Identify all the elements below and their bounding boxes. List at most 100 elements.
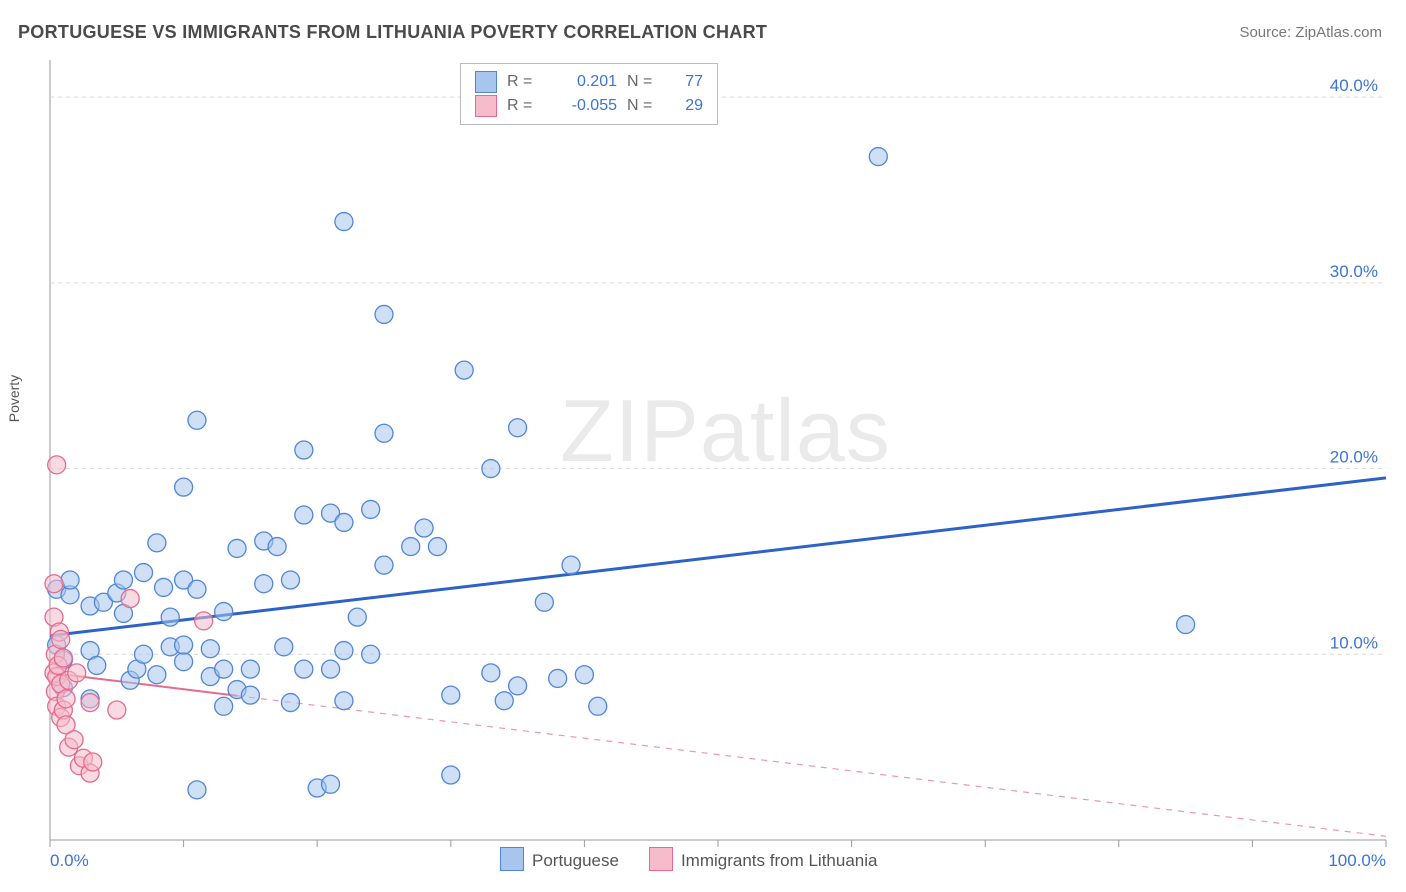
svg-text:100.0%: 100.0% xyxy=(1328,851,1386,870)
data-point xyxy=(135,645,153,663)
data-point xyxy=(241,660,259,678)
legend-swatch xyxy=(475,95,497,117)
data-point xyxy=(121,590,139,608)
data-point xyxy=(509,677,527,695)
data-point xyxy=(549,669,567,687)
plot-area: 10.0% 20.0% 30.0% 40.0% 0.0% 100.0% xyxy=(0,0,1406,892)
data-point xyxy=(348,608,366,626)
data-point xyxy=(65,731,83,749)
legend-item: Immigrants from Lithuania xyxy=(649,847,878,871)
data-point xyxy=(375,305,393,323)
data-point xyxy=(215,603,233,621)
legend-item: Portuguese xyxy=(500,847,619,871)
data-point xyxy=(402,538,420,556)
data-point xyxy=(275,638,293,656)
data-point xyxy=(215,697,233,715)
data-point xyxy=(335,692,353,710)
data-point xyxy=(201,640,219,658)
data-point xyxy=(295,506,313,524)
data-point xyxy=(869,148,887,166)
data-point xyxy=(255,575,273,593)
legend-row: R = 0.201 N = 77 xyxy=(475,70,703,94)
svg-text:10.0%: 10.0% xyxy=(1330,633,1378,652)
data-point xyxy=(155,578,173,596)
data-point xyxy=(442,686,460,704)
data-point xyxy=(188,411,206,429)
data-point xyxy=(175,478,193,496)
legend-swatch xyxy=(475,71,497,93)
data-point xyxy=(188,781,206,799)
data-point xyxy=(362,645,380,663)
data-point xyxy=(175,653,193,671)
data-point xyxy=(48,456,66,474)
data-point xyxy=(442,766,460,784)
data-point xyxy=(81,694,99,712)
data-point xyxy=(509,419,527,437)
data-point xyxy=(45,575,63,593)
data-point xyxy=(175,636,193,654)
data-point xyxy=(1177,616,1195,634)
data-point xyxy=(228,539,246,557)
data-point xyxy=(281,694,299,712)
data-point xyxy=(84,753,102,771)
data-point xyxy=(535,593,553,611)
data-point xyxy=(482,664,500,682)
data-point xyxy=(52,630,70,648)
chart-container: PORTUGUESE VS IMMIGRANTS FROM LITHUANIA … xyxy=(0,0,1406,892)
data-point xyxy=(161,608,179,626)
data-point xyxy=(88,656,106,674)
data-point xyxy=(375,556,393,574)
data-point xyxy=(215,660,233,678)
data-point xyxy=(375,424,393,442)
data-point xyxy=(322,775,340,793)
data-point xyxy=(281,571,299,589)
data-point xyxy=(335,213,353,231)
svg-text:40.0%: 40.0% xyxy=(1330,76,1378,95)
correlation-legend: R = 0.201 N = 77 R = -0.055 N = 29 xyxy=(460,63,718,125)
data-point xyxy=(322,660,340,678)
legend-swatch xyxy=(649,847,673,871)
data-point xyxy=(295,441,313,459)
data-point xyxy=(295,660,313,678)
scatter-svg: 10.0% 20.0% 30.0% 40.0% 0.0% 100.0% xyxy=(0,0,1406,892)
legend-row: R = -0.055 N = 29 xyxy=(475,94,703,118)
data-point xyxy=(335,513,353,531)
legend-label: Immigrants from Lithuania xyxy=(681,851,878,870)
data-point xyxy=(428,538,446,556)
data-point xyxy=(575,666,593,684)
svg-text:0.0%: 0.0% xyxy=(50,851,89,870)
data-point xyxy=(415,519,433,537)
data-point xyxy=(188,580,206,598)
legend-r-label: R = xyxy=(507,94,537,118)
data-point xyxy=(362,500,380,518)
data-point xyxy=(108,701,126,719)
data-point xyxy=(455,361,473,379)
svg-text:30.0%: 30.0% xyxy=(1330,262,1378,281)
legend-r-label: R = xyxy=(507,70,537,94)
legend-swatch xyxy=(500,847,524,871)
legend-r-value: 0.201 xyxy=(547,70,617,94)
data-point xyxy=(562,556,580,574)
data-point xyxy=(495,692,513,710)
data-point xyxy=(68,664,86,682)
data-point xyxy=(195,612,213,630)
data-point xyxy=(335,642,353,660)
series-legend: Portuguese Immigrants from Lithuania xyxy=(500,847,877,871)
data-point xyxy=(135,564,153,582)
legend-n-value: 29 xyxy=(667,94,703,118)
data-point xyxy=(589,697,607,715)
legend-label: Portuguese xyxy=(532,851,619,870)
legend-n-label: N = xyxy=(627,94,657,118)
legend-r-value: -0.055 xyxy=(547,94,617,118)
data-point xyxy=(148,666,166,684)
data-point xyxy=(268,538,286,556)
legend-n-label: N = xyxy=(627,70,657,94)
data-point xyxy=(54,649,72,667)
legend-n-value: 77 xyxy=(667,70,703,94)
data-point xyxy=(241,686,259,704)
data-point xyxy=(57,690,75,708)
svg-text:20.0%: 20.0% xyxy=(1330,448,1378,467)
data-point xyxy=(61,571,79,589)
data-point xyxy=(114,571,132,589)
data-point xyxy=(148,534,166,552)
